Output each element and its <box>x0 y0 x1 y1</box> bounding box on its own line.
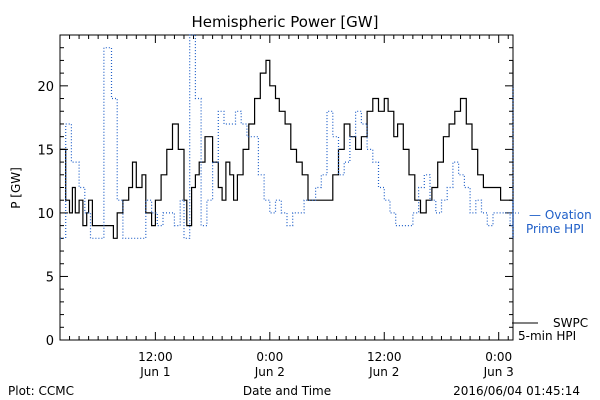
legend-ovation-label-2: Prime HPI <box>526 222 584 236</box>
y-tick-label: 10 <box>37 207 54 222</box>
swpc-hpi-series <box>60 59 514 239</box>
footer-left: Plot: CCMC <box>8 384 74 398</box>
y-axis-label: P [GW] <box>9 167 23 209</box>
y-tick-label: 0 <box>46 334 54 349</box>
x-tick-date-label: Jun 2 <box>254 365 285 379</box>
y-tick-label: 15 <box>37 143 54 158</box>
x-tick-time-label: 12:00 <box>138 350 173 364</box>
x-tick-time-label: 12:00 <box>367 350 402 364</box>
chart-title: Hemispheric Power [GW] <box>192 13 379 31</box>
x-tick-time-label: 0:00 <box>256 350 283 364</box>
x-tick-time-label: 0:00 <box>485 350 512 364</box>
y-axis: 0 5 10 15 20 <box>37 34 513 349</box>
x-tick-date-label: Jun 1 <box>139 365 170 379</box>
y-tick-label: 5 <box>46 270 54 285</box>
x-tick-date-label: Jun 3 <box>483 365 514 379</box>
ovation-hpi-series <box>60 34 514 239</box>
series-layer <box>60 34 514 239</box>
y-tick-label: 20 <box>37 80 54 95</box>
legend-ovation-label: — Ovation <box>529 208 592 222</box>
legend: — Ovation Prime HPI SWPC 5-min HPI <box>512 208 592 343</box>
x-tick-date-label: Jun 2 <box>368 365 399 379</box>
footer-timestamp: 2016/06/04 01:45:14 <box>453 384 580 398</box>
x-axis-label: Date and Time <box>243 384 331 398</box>
legend-swpc-label: SWPC <box>553 316 588 330</box>
legend-swpc-label-2: 5-min HPI <box>518 329 576 343</box>
plot-frame <box>59 34 514 341</box>
